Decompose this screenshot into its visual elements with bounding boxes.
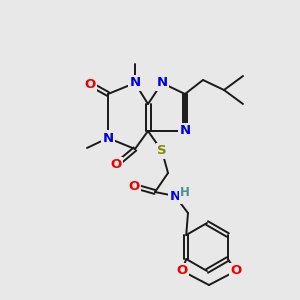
Text: N: N [179,124,191,137]
Text: O: O [230,265,242,278]
Text: O: O [110,158,122,172]
Text: S: S [157,145,167,158]
Text: O: O [84,77,96,91]
Text: N: N [102,131,114,145]
Text: N: N [129,76,141,89]
Text: O: O [177,265,188,278]
Text: N: N [169,190,181,202]
Text: O: O [128,179,140,193]
Text: N: N [156,76,168,89]
Text: H: H [180,187,190,200]
